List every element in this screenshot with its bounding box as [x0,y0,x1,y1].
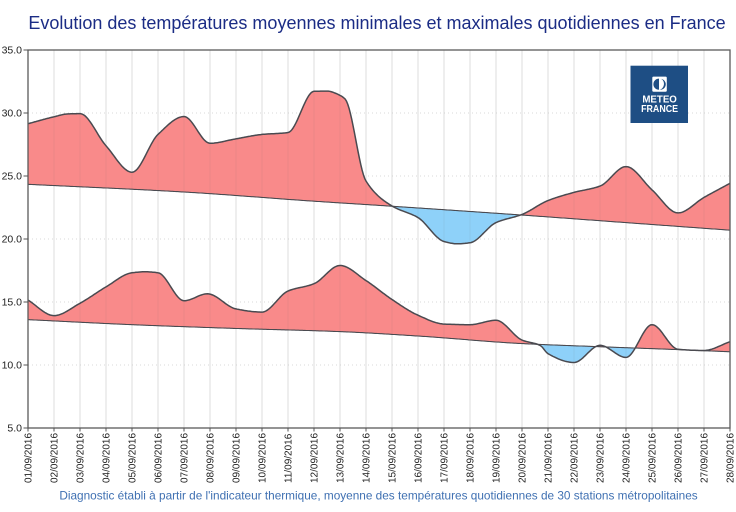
svg-text:26/09/2016: 26/09/2016 [674,433,685,483]
svg-text:17/09/2016: 17/09/2016 [440,433,451,483]
svg-text:25/09/2016: 25/09/2016 [648,433,659,483]
svg-text:20.0: 20.0 [2,234,23,246]
svg-text:16/09/2016: 16/09/2016 [414,433,425,483]
svg-text:20/09/2016: 20/09/2016 [518,433,529,483]
svg-text:Diagnostic établi à partir de: Diagnostic établi à partir de l'indicate… [59,489,697,503]
svg-text:04/09/2016: 04/09/2016 [102,433,113,483]
svg-text:5.0: 5.0 [7,423,22,435]
svg-text:22/09/2016: 22/09/2016 [570,433,581,483]
svg-text:21/09/2016: 21/09/2016 [544,433,555,483]
svg-text:11/09/2016: 11/09/2016 [284,433,295,483]
svg-text:13/09/2016: 13/09/2016 [336,433,347,483]
svg-text:23/09/2016: 23/09/2016 [596,433,607,483]
svg-text:25.0: 25.0 [2,171,23,183]
svg-text:METEO: METEO [642,94,677,105]
svg-text:27/09/2016: 27/09/2016 [700,433,711,483]
svg-text:07/09/2016: 07/09/2016 [180,433,191,483]
svg-text:24/09/2016: 24/09/2016 [622,433,633,483]
svg-text:10.0: 10.0 [2,360,23,372]
svg-text:14/09/2016: 14/09/2016 [362,433,373,483]
svg-text:18/09/2016: 18/09/2016 [466,433,477,483]
svg-text:03/09/2016: 03/09/2016 [76,433,87,483]
svg-text:35.0: 35.0 [2,45,23,57]
svg-text:02/09/2016: 02/09/2016 [50,433,61,483]
svg-text:10/09/2016: 10/09/2016 [258,433,269,483]
svg-text:01/09/2016: 01/09/2016 [24,433,35,483]
svg-text:15/09/2016: 15/09/2016 [388,433,399,483]
svg-text:30.0: 30.0 [2,108,23,120]
svg-text:Evolution des températures moy: Evolution des températures moyennes mini… [28,13,725,33]
svg-text:19/09/2016: 19/09/2016 [492,433,503,483]
svg-text:05/09/2016: 05/09/2016 [128,433,139,483]
svg-text:15.0: 15.0 [2,297,23,309]
svg-text:28/09/2016: 28/09/2016 [726,433,736,483]
svg-text:09/09/2016: 09/09/2016 [232,433,243,483]
svg-text:FRANCE: FRANCE [641,104,678,115]
svg-text:12/09/2016: 12/09/2016 [310,433,321,483]
svg-text:08/09/2016: 08/09/2016 [206,433,217,483]
svg-text:06/09/2016: 06/09/2016 [154,433,165,483]
